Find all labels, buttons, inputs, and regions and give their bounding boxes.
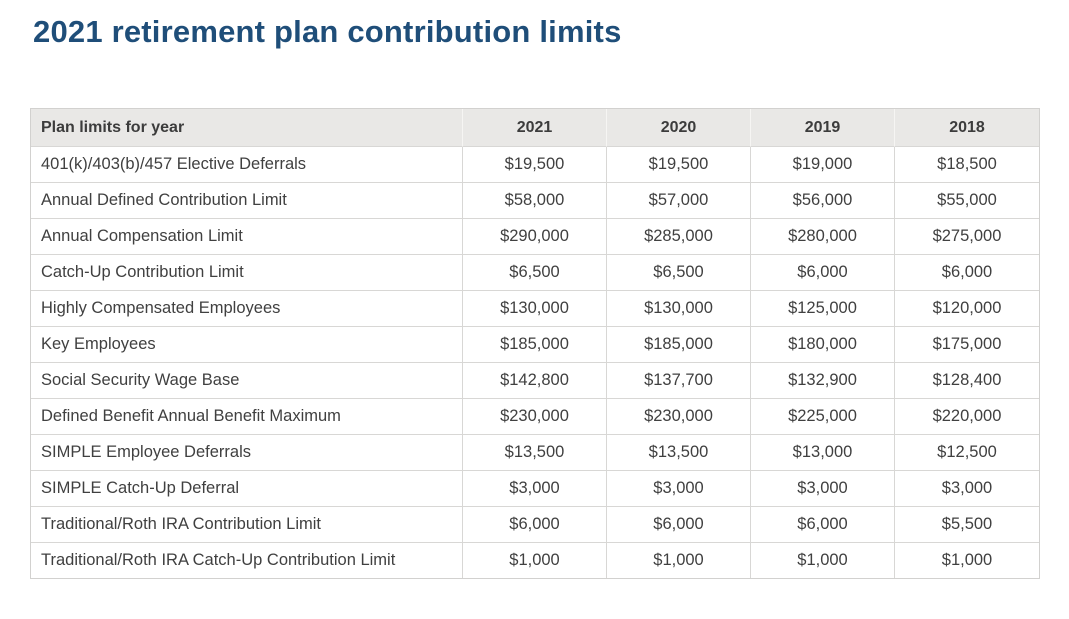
table-row: Defined Benefit Annual Benefit Maximum $2…: [31, 399, 1039, 435]
table-row: Annual Compensation Limit $290,000 $285,00…: [31, 219, 1039, 255]
row-value: $1,000: [751, 543, 895, 578]
row-value: $230,000: [463, 399, 607, 435]
row-value: $19,000: [751, 147, 895, 183]
row-label: Traditional/Roth IRA Catch-Up Contributi…: [31, 543, 463, 578]
contribution-limits-table: Plan limits for year 2021 2020 2019 2018 401…: [30, 108, 1040, 579]
row-value: $6,000: [751, 255, 895, 291]
row-value: $13,500: [463, 435, 607, 471]
row-value: $58,000: [463, 183, 607, 219]
row-value: $128,400: [895, 363, 1039, 399]
row-value: $1,000: [463, 543, 607, 578]
row-label: Highly Compensated Employees: [31, 291, 463, 327]
row-value: $18,500: [895, 147, 1039, 183]
row-value: $275,000: [895, 219, 1039, 255]
table-row: Traditional/Roth IRA Contribution Limit $…: [31, 507, 1039, 543]
row-value: $132,900: [751, 363, 895, 399]
row-value: $12,500: [895, 435, 1039, 471]
row-value: $130,000: [607, 291, 751, 327]
table-row: Traditional/Roth IRA Catch-Up Contributi…: [31, 543, 1039, 578]
row-label: Annual Defined Contribution Limit: [31, 183, 463, 219]
row-label: SIMPLE Employee Deferrals: [31, 435, 463, 471]
table-row: Highly Compensated Employees $130,000 $130…: [31, 291, 1039, 327]
table-row: SIMPLE Employee Deferrals $13,500 $13,500 $…: [31, 435, 1039, 471]
row-value: $56,000: [751, 183, 895, 219]
row-value: $13,500: [607, 435, 751, 471]
row-value: $6,000: [607, 507, 751, 543]
row-value: $5,500: [895, 507, 1039, 543]
table-row: SIMPLE Catch-Up Deferral $3,000 $3,000 $3,0…: [31, 471, 1039, 507]
row-value: $120,000: [895, 291, 1039, 327]
row-value: $6,000: [463, 507, 607, 543]
row-label: Traditional/Roth IRA Contribution Limit: [31, 507, 463, 543]
row-value: $225,000: [751, 399, 895, 435]
row-value: $1,000: [607, 543, 751, 578]
table-row: Catch-Up Contribution Limit $6,500 $6,500 $…: [31, 255, 1039, 291]
row-value: $6,500: [607, 255, 751, 291]
row-value: $185,000: [463, 327, 607, 363]
row-value: $290,000: [463, 219, 607, 255]
column-header-year: 2020: [607, 109, 751, 147]
row-value: $3,000: [607, 471, 751, 507]
row-value: $19,500: [607, 147, 751, 183]
row-value: $185,000: [607, 327, 751, 363]
row-value: $3,000: [751, 471, 895, 507]
column-header-year: 2018: [895, 109, 1039, 147]
row-value: $130,000: [463, 291, 607, 327]
row-label: Social Security Wage Base: [31, 363, 463, 399]
row-value: $19,500: [463, 147, 607, 183]
row-value: $1,000: [895, 543, 1039, 578]
row-value: $280,000: [751, 219, 895, 255]
row-label: 401(k)/403(b)/457 Elective Deferrals: [31, 147, 463, 183]
table-row: 401(k)/403(b)/457 Elective Deferrals $19,…: [31, 147, 1039, 183]
row-value: $285,000: [607, 219, 751, 255]
row-label: SIMPLE Catch-Up Deferral: [31, 471, 463, 507]
row-label: Defined Benefit Annual Benefit Maximum: [31, 399, 463, 435]
row-value: $220,000: [895, 399, 1039, 435]
row-value: $13,000: [751, 435, 895, 471]
row-value: $137,700: [607, 363, 751, 399]
row-value: $6,500: [463, 255, 607, 291]
row-value: $230,000: [607, 399, 751, 435]
row-value: $125,000: [751, 291, 895, 327]
column-header-year: 2019: [751, 109, 895, 147]
row-value: $3,000: [463, 471, 607, 507]
row-label: Annual Compensation Limit: [31, 219, 463, 255]
table-row: Key Employees $185,000 $185,000 $180,000 $17…: [31, 327, 1039, 363]
row-value: $6,000: [895, 255, 1039, 291]
column-header-year: 2021: [463, 109, 607, 147]
row-label: Key Employees: [31, 327, 463, 363]
row-value: $142,800: [463, 363, 607, 399]
row-label: Catch-Up Contribution Limit: [31, 255, 463, 291]
column-header-label: Plan limits for year: [31, 109, 463, 147]
row-value: $6,000: [751, 507, 895, 543]
table-row: Annual Defined Contribution Limit $58,000…: [31, 183, 1039, 219]
table-body: 401(k)/403(b)/457 Elective Deferrals $19,…: [31, 147, 1039, 578]
row-value: $55,000: [895, 183, 1039, 219]
table-row: Social Security Wage Base $142,800 $137,70…: [31, 363, 1039, 399]
page-title: 2021 retirement plan contribution limits: [33, 14, 622, 49]
row-value: $175,000: [895, 327, 1039, 363]
row-value: $180,000: [751, 327, 895, 363]
row-value: $57,000: [607, 183, 751, 219]
row-value: $3,000: [895, 471, 1039, 507]
table-header-row: Plan limits for year 2021 2020 2019 2018: [31, 109, 1039, 147]
